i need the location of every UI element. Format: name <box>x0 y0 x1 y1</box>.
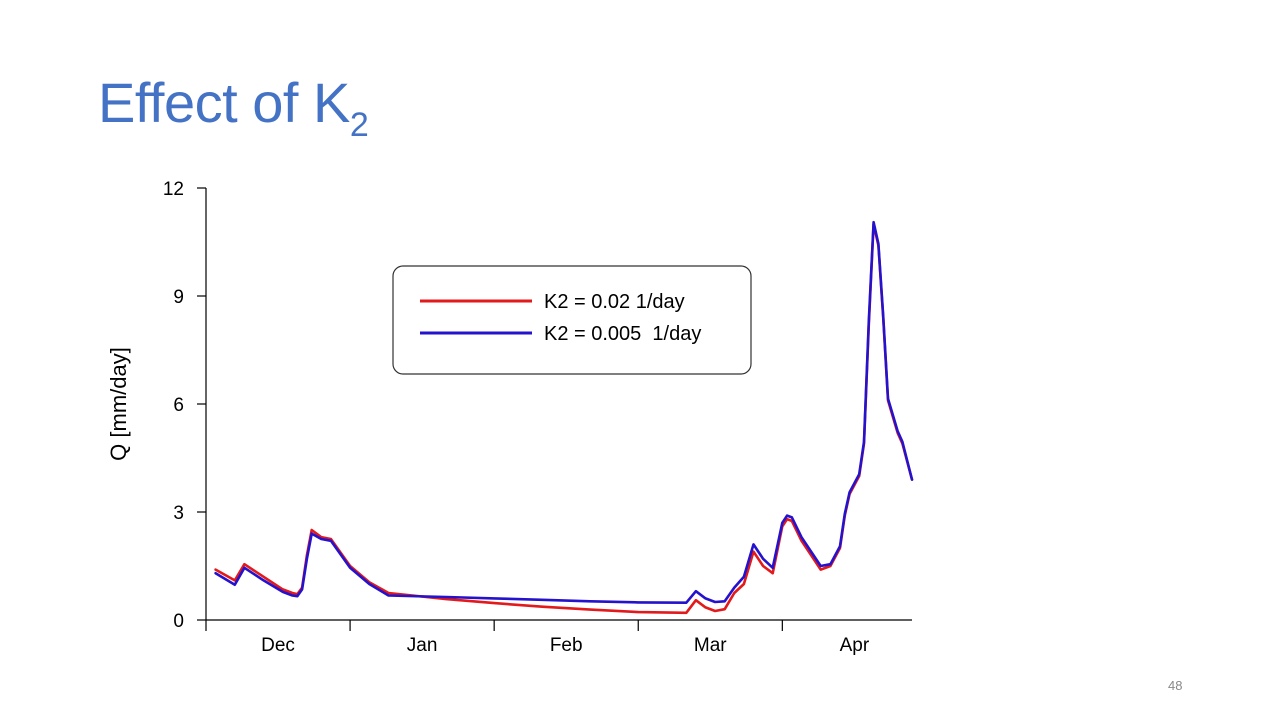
legend-box <box>392 265 752 375</box>
page-number: 48 <box>1168 678 1183 693</box>
x-tick-label: Mar <box>694 635 727 656</box>
slide-title-main: Effect of K <box>98 71 350 134</box>
slide-title: Effect of K2 <box>98 71 369 142</box>
x-tick-label: Apr <box>840 635 870 656</box>
y-tick-label: 3 <box>173 503 184 524</box>
x-tick-label: Jan <box>407 635 438 656</box>
y-tick-label: 9 <box>173 287 184 308</box>
x-tick-label: Dec <box>261 635 295 656</box>
chart-legend: K2 = 0.02 1/day K2 = 0.005 1/day <box>392 265 752 375</box>
y-tick-label: 0 <box>173 611 184 632</box>
slide-title-subscript: 2 <box>349 106 369 144</box>
chart-lines <box>214 220 914 615</box>
legend-label-1: K2 = 0.02 1/day <box>544 291 685 313</box>
y-axis-label: Q [mm/day] <box>106 347 131 461</box>
legend-label-2: K2 = 0.005 1/day <box>544 323 701 345</box>
y-tick-label: 6 <box>173 395 184 416</box>
x-tick-label: Feb <box>550 635 583 656</box>
y-tick-label: 12 <box>163 179 184 200</box>
chart-axes: 0 3 6 9 12 Dec Jan Feb Mar Apr Q [mm/day] <box>106 179 912 656</box>
series-line-2 <box>214 220 914 605</box>
